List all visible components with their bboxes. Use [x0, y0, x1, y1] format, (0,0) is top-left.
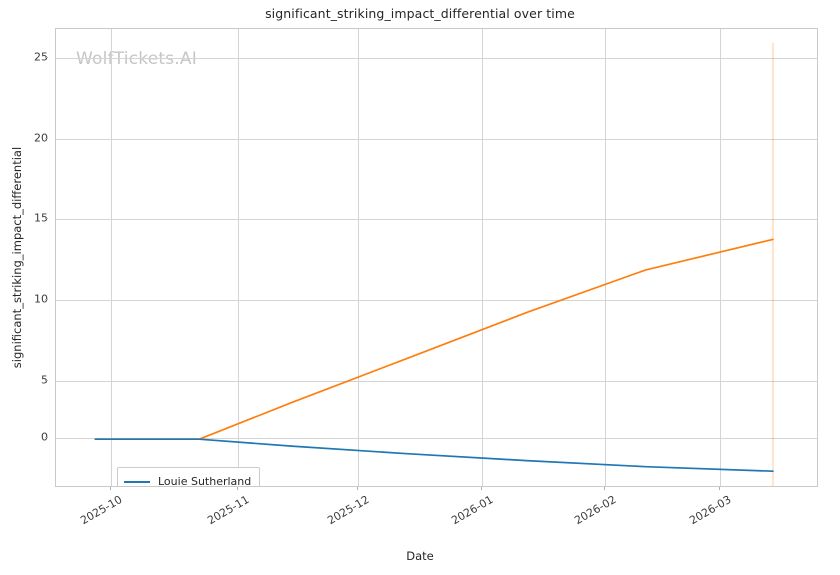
- legend-swatch-icon: [124, 480, 150, 483]
- y-tickmark: [45, 299, 48, 300]
- gridline-vertical: [720, 29, 721, 486]
- line-louie-sutherland: [94, 438, 774, 473]
- legend-label-louie-sutherland: Louie Sutherland: [158, 475, 252, 487]
- y-tickmark: [45, 57, 48, 58]
- x-tick-label-2025-10: 2025-10: [78, 493, 125, 528]
- gridline-horizontal: [56, 58, 817, 59]
- x-tick-label-2026-03: 2026-03: [687, 493, 734, 528]
- line-brando-pericic: [94, 238, 774, 441]
- x-tickmark: [481, 487, 482, 490]
- x-tick-label-2026-02: 2026-02: [572, 493, 619, 528]
- x-tick-label-2026-01: 2026-01: [449, 493, 496, 528]
- legend-item-louie-sutherland[interactable]: Louie Sutherland: [124, 473, 252, 487]
- x-axis-label: Date: [406, 549, 434, 563]
- x-tickmark: [110, 487, 111, 490]
- watermark: WolfTickets.AI: [76, 49, 197, 69]
- y-tickmark: [45, 218, 48, 219]
- y-axis-tick-labels: 25 20 15 10 5 0: [0, 28, 48, 487]
- chart-title: significant_striking_impact_differential…: [265, 6, 575, 21]
- data-plot: [94, 42, 774, 486]
- gridline-horizontal: [56, 139, 817, 140]
- x-tickmark: [357, 487, 358, 490]
- chart-legend[interactable]: Louie Sutherland Brando Pericic: [117, 467, 261, 487]
- x-tickmark: [237, 487, 238, 490]
- gridline-horizontal: [56, 300, 817, 301]
- gridline-horizontal: [56, 219, 817, 220]
- y-tickmark: [45, 380, 48, 381]
- y-tickmark: [45, 138, 48, 139]
- plot-area: WolfTickets.AI Louie Sutherland Brando P…: [55, 28, 818, 487]
- x-tickmark: [719, 487, 720, 490]
- gridline-horizontal: [56, 438, 817, 439]
- x-tickmark: [604, 487, 605, 490]
- gridline-vertical: [482, 29, 483, 486]
- y-tickmark: [45, 437, 48, 438]
- gridline-vertical: [358, 29, 359, 486]
- gridline-vertical: [238, 29, 239, 486]
- x-tick-label-2025-11: 2025-11: [205, 493, 252, 528]
- y-axis-label: significant_striking_impact_differential: [10, 146, 24, 369]
- y-tick-label-10: 10: [34, 292, 48, 306]
- gridline-horizontal: [56, 381, 817, 382]
- y-tick-label-15: 15: [34, 211, 48, 225]
- y-tick-label-20: 20: [34, 131, 48, 145]
- gridline-vertical: [605, 29, 606, 486]
- x-tick-label-2025-12: 2025-12: [325, 493, 372, 528]
- y-tick-label-0: 0: [4, 431, 48, 444]
- y-tick-label-5: 5: [4, 374, 48, 387]
- x-axis-tick-labels: 2025-10 2025-11 2025-12 2026-01 2026-02 …: [55, 487, 818, 547]
- gridline-vertical: [111, 29, 112, 486]
- y-tick-label-25: 25: [34, 50, 48, 64]
